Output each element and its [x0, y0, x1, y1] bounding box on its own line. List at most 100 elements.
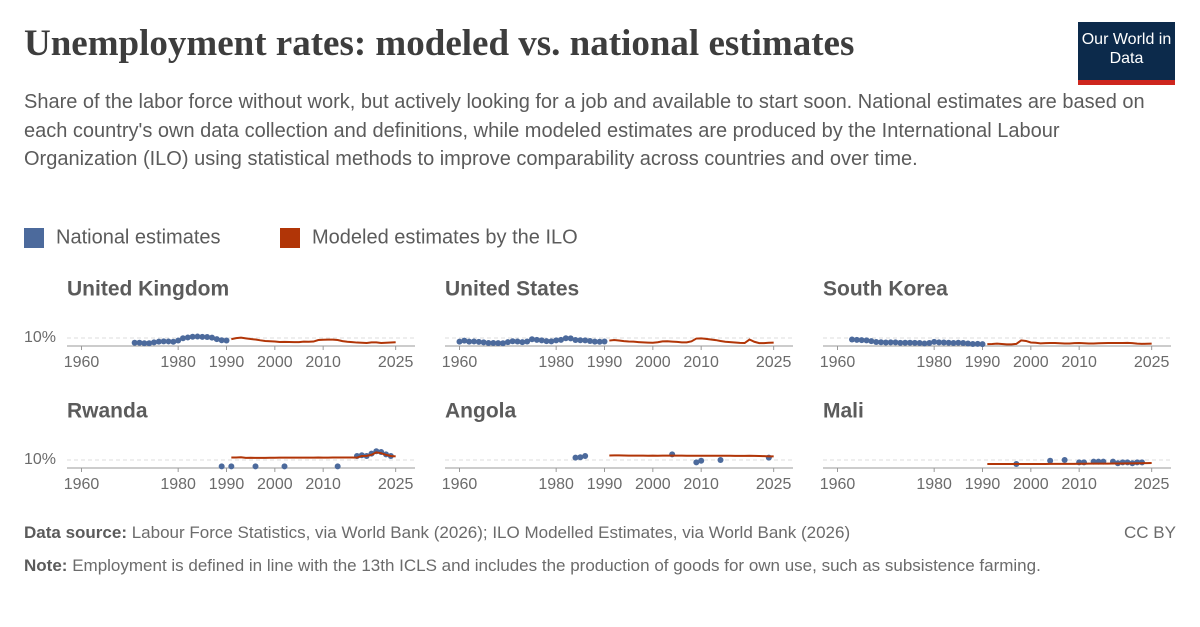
data-point	[461, 337, 468, 344]
x-tick-label: 2025	[1134, 354, 1170, 371]
data-point	[165, 338, 172, 345]
data-point	[974, 340, 981, 347]
data-point	[519, 339, 526, 346]
data-point	[485, 339, 492, 346]
data-point	[136, 339, 143, 346]
data-point	[204, 333, 211, 340]
data-point	[916, 339, 923, 346]
x-tick-label: 1980	[160, 354, 196, 371]
data-point	[577, 337, 584, 344]
data-point	[945, 339, 952, 346]
x-tick-label: 1990	[209, 476, 245, 493]
source-label: Data source:	[24, 523, 127, 542]
y-tick-label: 10%	[24, 329, 56, 346]
data-point	[199, 333, 206, 340]
data-point	[252, 463, 259, 470]
data-point	[558, 336, 564, 343]
x-tick-label: 2000	[635, 476, 671, 493]
data-point	[582, 453, 589, 459]
license: CC BY	[1124, 523, 1176, 542]
note: Employment is defined in line with the 1…	[72, 556, 1041, 575]
data-line	[609, 337, 774, 345]
panel-title: Angola	[445, 400, 516, 423]
data-point	[940, 339, 947, 346]
data-point	[1061, 457, 1068, 463]
x-tick-label: 1980	[538, 476, 574, 493]
data-point	[591, 338, 598, 345]
legend-swatch	[280, 228, 300, 248]
panel-title: United Kingdom	[67, 278, 229, 301]
data-point	[911, 339, 918, 346]
data-point	[218, 337, 225, 344]
data-point	[858, 337, 865, 344]
data-point	[567, 335, 574, 342]
x-tick-label: 1980	[160, 476, 196, 493]
data-point	[281, 463, 288, 470]
x-tick-label: 2025	[1134, 476, 1170, 493]
data-point	[543, 338, 550, 345]
data-point	[950, 339, 957, 346]
x-tick-label: 2025	[378, 354, 414, 371]
x-tick-label: 2010	[683, 476, 719, 493]
x-tick-label: 2025	[756, 476, 792, 493]
data-point	[529, 336, 535, 343]
note-label: Note:	[24, 556, 68, 575]
data-point	[960, 339, 967, 346]
panel-title: Rwanda	[67, 400, 148, 423]
panel-title: Mali	[823, 400, 864, 423]
data-point	[500, 340, 506, 347]
x-tick-label: 2010	[1061, 354, 1097, 371]
data-point	[141, 340, 148, 347]
data-point	[853, 336, 860, 343]
data-point	[921, 340, 928, 347]
source-line: Data source: Labour Force Statistics, vi…	[24, 520, 1176, 545]
data-point	[892, 339, 899, 346]
data-point	[572, 337, 579, 343]
data-point	[926, 339, 933, 346]
data-point	[698, 457, 705, 464]
data-point	[151, 339, 157, 346]
data-point	[887, 339, 894, 346]
x-tick-label: 2025	[756, 354, 792, 371]
data-point	[228, 463, 235, 470]
x-tick-label: 2000	[1013, 476, 1049, 493]
data-point	[223, 337, 230, 344]
data-point	[553, 337, 560, 344]
data-point	[1047, 457, 1054, 464]
data-point	[931, 338, 938, 345]
x-tick-label: 1960	[820, 476, 856, 493]
data-point	[717, 457, 724, 463]
data-point	[160, 338, 167, 345]
data-point	[514, 338, 521, 345]
x-tick-label: 1990	[965, 476, 1001, 493]
title: Unemployment rates: modeled vs. national…	[24, 23, 855, 64]
data-point	[184, 334, 191, 341]
data-point	[480, 339, 487, 346]
x-tick-label: 1990	[587, 476, 623, 493]
data-point	[955, 339, 962, 346]
data-point	[504, 339, 511, 346]
x-tick-label: 2010	[305, 354, 341, 371]
legend-label: National estimates	[56, 226, 221, 248]
data-point	[849, 336, 855, 343]
data-point	[577, 454, 584, 461]
data-point	[175, 337, 182, 344]
x-tick-label: 1990	[209, 354, 245, 371]
data-line	[231, 451, 396, 459]
footer: Data source: Labour Force Statistics, vi…	[24, 520, 1176, 578]
panel-title: United States	[445, 278, 579, 301]
subtitle: Share of the labor force without work, b…	[24, 91, 1145, 171]
data-point	[524, 338, 531, 345]
data-point	[194, 333, 201, 340]
data-point	[562, 335, 569, 342]
source: Labour Force Statistics, via World Bank …	[131, 523, 851, 542]
x-tick-label: 2000	[257, 354, 293, 371]
x-tick-label: 2000	[1013, 354, 1049, 371]
data-point	[218, 463, 225, 470]
data-point	[180, 335, 186, 342]
panel-title: South Korea	[823, 278, 948, 301]
x-tick-label: 1980	[916, 476, 952, 493]
x-tick-label: 2000	[257, 476, 293, 493]
data-point	[155, 338, 162, 345]
